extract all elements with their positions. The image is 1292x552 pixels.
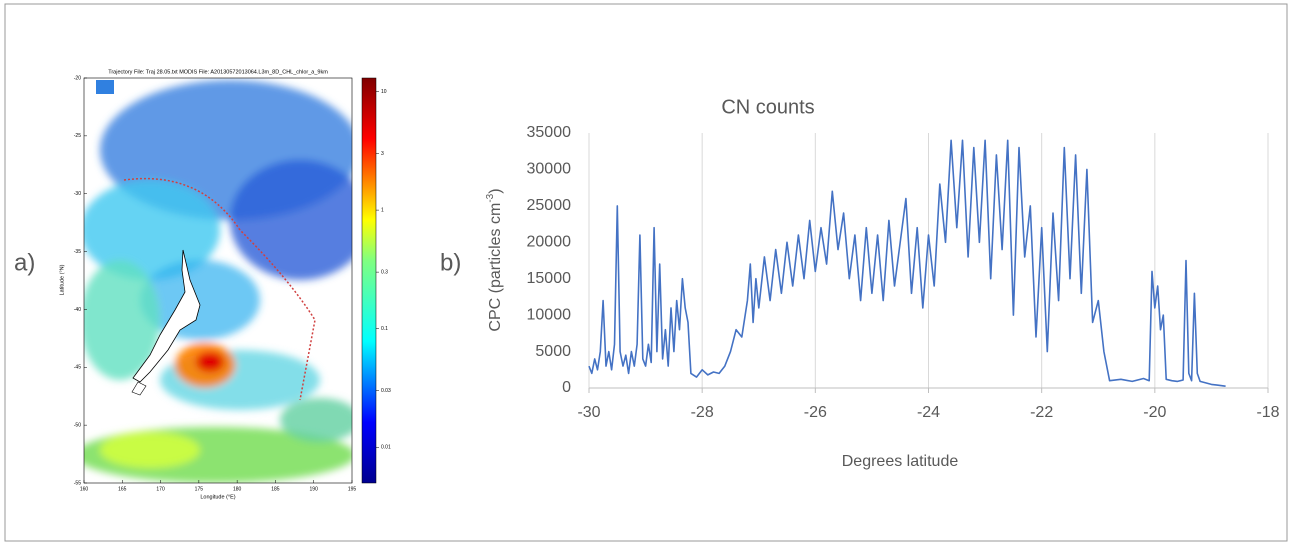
y-tick-label: 10000 — [527, 306, 572, 323]
map-frame — [83, 77, 353, 484]
map-x-tick-label: 185 — [271, 486, 280, 492]
panel-label: a) — [14, 249, 35, 276]
y-tick-label: 35000 — [527, 124, 572, 141]
map-image — [84, 78, 352, 483]
x-axis-label: Degrees latitude — [842, 453, 959, 470]
x-tick-label: -20 — [1143, 404, 1166, 421]
chart-title: CN counts — [721, 96, 814, 118]
x-tick-label: -30 — [577, 404, 600, 421]
data-line — [588, 139, 1226, 387]
colorbar-tick-label: 0.1 — [381, 326, 388, 332]
y-tick-label: 5000 — [535, 343, 571, 360]
colorbar-tick-label: 0.03 — [381, 388, 391, 394]
x-tick-label: -22 — [1030, 404, 1053, 421]
map-y-tick-label: -35 — [74, 249, 81, 255]
map-y-tick-label: -20 — [74, 75, 81, 81]
x-tick-label: -28 — [691, 404, 714, 421]
y-tick-label: 15000 — [527, 270, 572, 287]
colorbar-tick-label: 0.01 — [381, 445, 391, 451]
map-x-tick-label: 190 — [310, 486, 319, 492]
colorbar-tick-label: 0.3 — [381, 269, 388, 275]
x-tick-label: -26 — [804, 404, 827, 421]
panel-label: b) — [440, 249, 461, 276]
y-axis-label: CPC (particles cm-3) — [485, 188, 505, 331]
colorbar-tick-label: 1 — [381, 207, 384, 213]
x-tick-label: -18 — [1256, 404, 1279, 421]
y-tick-label: 25000 — [527, 197, 572, 214]
map-title: Trajectory File: Traj 28.05.txt MODIS Fi… — [108, 69, 328, 75]
y-tick-label: 20000 — [527, 234, 572, 251]
y-label-text: ) — [487, 188, 504, 193]
map-y-tick-label: -40 — [74, 307, 81, 313]
colorbar-tick-label: 10 — [381, 89, 387, 95]
map-x-tick-label: 170 — [156, 486, 165, 492]
map-x-label: Longitude (°E) — [200, 494, 235, 500]
map-y-tick-label: -25 — [74, 133, 81, 139]
map-x-tick-label: 165 — [118, 486, 127, 492]
map-y-tick-label: -55 — [74, 480, 81, 486]
map-x-tick-label: 180 — [233, 486, 242, 492]
map-x-tick-label: 195 — [348, 486, 357, 492]
map-y-tick-label: -30 — [74, 191, 81, 197]
y-label-text: CPC (particles cm — [487, 203, 504, 332]
colorbar-tick-label: 3 — [381, 151, 384, 157]
map-x-tick-label: 160 — [80, 486, 89, 492]
map-x-tick-label: 175 — [195, 486, 204, 492]
colorbar — [361, 77, 377, 484]
y-tick-label: 30000 — [527, 161, 572, 178]
map-y-label: Latitude (°N) — [59, 264, 65, 295]
y-tick-label: 0 — [562, 379, 571, 396]
map-y-tick-label: -45 — [74, 365, 81, 371]
map-y-tick-label: -50 — [74, 422, 81, 428]
x-tick-label: -24 — [917, 404, 940, 421]
y-label-sup: -3 — [485, 193, 496, 202]
